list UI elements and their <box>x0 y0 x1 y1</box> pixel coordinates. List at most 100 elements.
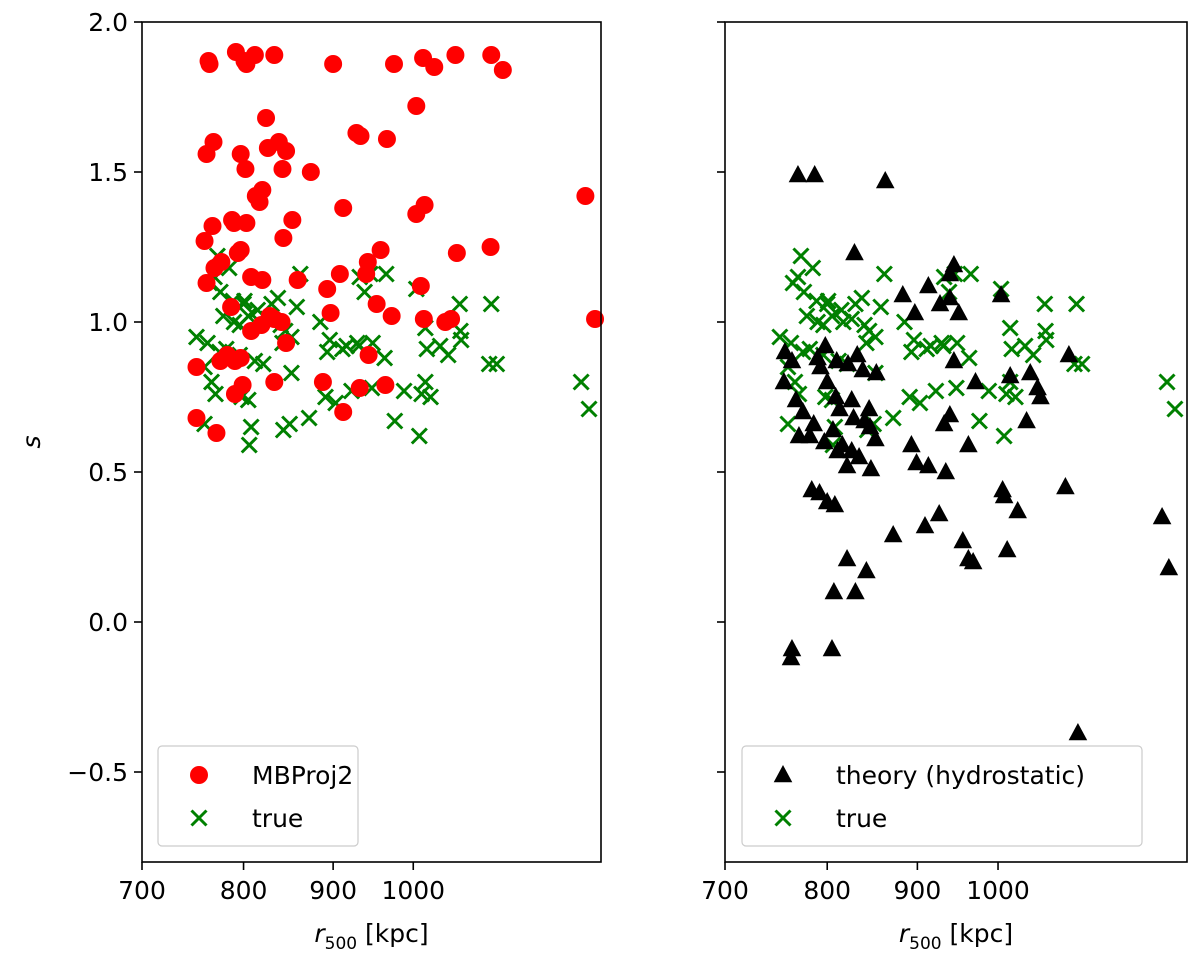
data-point <box>224 214 243 232</box>
data-point <box>833 435 852 453</box>
data-point <box>795 283 813 301</box>
legend-label: true <box>836 804 887 833</box>
data-point <box>817 492 837 510</box>
data-point <box>269 289 287 307</box>
data-point <box>788 165 808 183</box>
data-point <box>283 211 302 229</box>
data-point <box>493 61 512 79</box>
data-point <box>793 402 813 420</box>
data-point <box>934 337 952 355</box>
data-point <box>386 412 404 430</box>
legend-box <box>741 745 1143 847</box>
data-point <box>480 355 498 373</box>
data-point <box>853 289 871 307</box>
data-point <box>883 525 903 543</box>
data-point <box>1166 400 1184 418</box>
legend-marker <box>190 766 208 784</box>
data-point <box>918 340 936 358</box>
y-tick-label: −0.5 <box>67 758 128 787</box>
data-point <box>866 328 884 346</box>
data-point <box>798 307 816 325</box>
data-point <box>395 382 413 400</box>
data-point <box>875 171 895 189</box>
data-point <box>811 357 830 375</box>
data-point <box>774 372 794 390</box>
data-point <box>830 399 849 417</box>
y-axis-label: s <box>17 435 46 448</box>
data-point <box>1003 340 1021 358</box>
data-point <box>200 55 219 73</box>
data-point <box>902 435 921 453</box>
data-point <box>911 394 929 412</box>
x-tick-label: 900 <box>894 876 942 905</box>
data-point <box>273 160 292 178</box>
data-point <box>421 388 440 406</box>
data-point <box>857 561 876 579</box>
data-point <box>817 372 837 390</box>
data-point <box>846 582 865 600</box>
legend-marker <box>190 809 208 827</box>
data-point <box>300 409 318 427</box>
data-point <box>239 307 257 325</box>
data-point <box>1020 363 1040 381</box>
data-point <box>1059 345 1079 363</box>
data-point <box>231 145 250 163</box>
data-point <box>771 328 789 346</box>
data-point <box>277 334 296 352</box>
data-point <box>351 127 370 145</box>
data-point <box>282 364 301 382</box>
data-point <box>1068 723 1088 741</box>
data-point <box>586 310 605 328</box>
legend-label: theory (hydrostatic) <box>836 761 1085 790</box>
data-point <box>410 427 428 445</box>
data-point <box>884 409 902 427</box>
data-point <box>947 379 965 397</box>
data-point <box>254 355 272 373</box>
data-point <box>847 345 867 363</box>
data-point <box>919 456 938 474</box>
y-tick-label: 0.0 <box>88 608 128 637</box>
data-point <box>995 427 1013 445</box>
data-point <box>206 385 225 403</box>
data-point <box>265 373 284 391</box>
data-point <box>845 243 864 261</box>
data-point <box>212 253 231 271</box>
legend-label: true <box>252 804 303 833</box>
data-point <box>321 304 340 322</box>
data-point <box>250 193 269 211</box>
data-point <box>452 331 470 349</box>
data-point <box>482 295 500 313</box>
series-theory-hydrostatic- <box>774 165 1179 741</box>
data-point <box>334 199 353 217</box>
data-point <box>1001 319 1019 337</box>
data-point <box>198 334 217 352</box>
data-point <box>782 351 802 369</box>
data-point <box>274 229 293 247</box>
data-point <box>915 516 935 534</box>
y-tick-label: 2.0 <box>88 8 128 37</box>
data-point <box>481 238 500 256</box>
data-point <box>1006 388 1025 406</box>
x-tick-label: 800 <box>220 876 268 905</box>
data-point <box>225 385 244 403</box>
data-point <box>580 400 598 418</box>
data-point <box>385 55 404 73</box>
data-point <box>966 372 985 390</box>
data-point <box>207 424 226 442</box>
data-point <box>779 415 797 433</box>
x-tick-label: 800 <box>803 876 851 905</box>
data-point <box>994 486 1014 504</box>
y-tick-label: 0.5 <box>88 458 128 487</box>
data-point <box>1056 477 1075 495</box>
data-point <box>376 349 394 367</box>
x-tick-label: 1000 <box>381 876 445 905</box>
legend: theory (hydrostatic) true <box>741 745 1143 847</box>
data-point <box>265 46 284 64</box>
data-point <box>277 142 296 160</box>
data-point <box>849 447 869 465</box>
data-point <box>844 408 863 426</box>
data-point <box>334 403 353 421</box>
data-point <box>407 97 426 115</box>
data-point <box>350 379 369 397</box>
